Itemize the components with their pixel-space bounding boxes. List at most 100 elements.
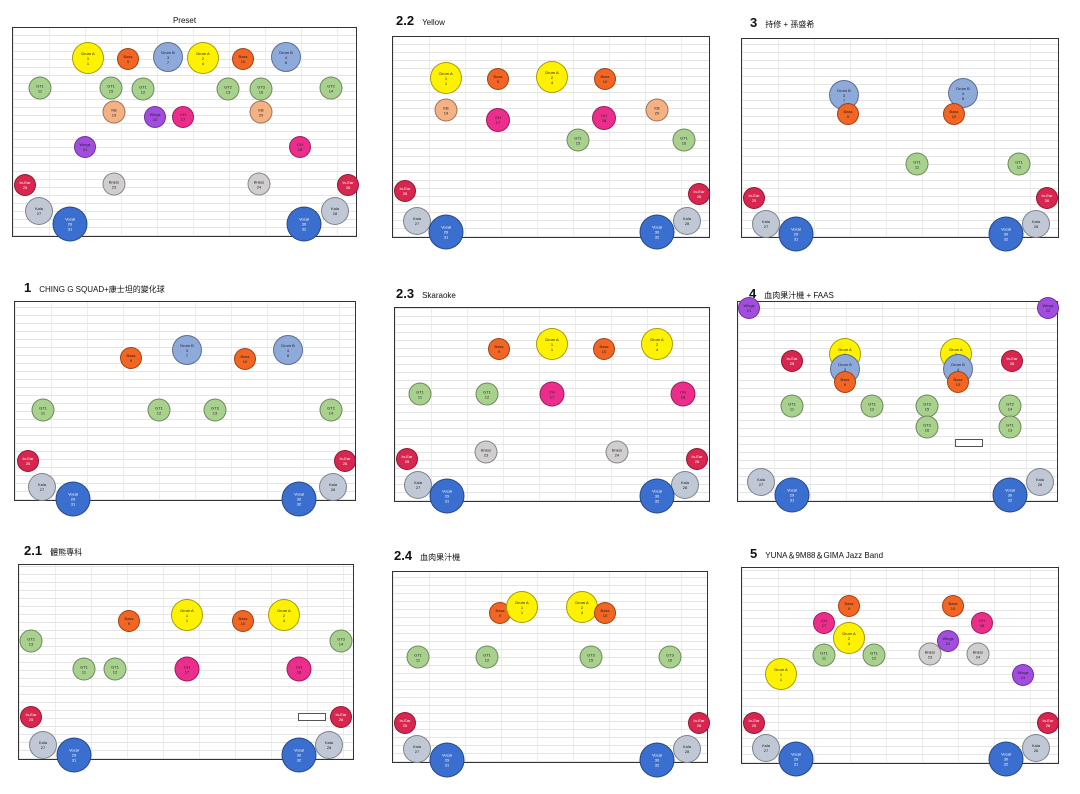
marker-label: GT1	[483, 652, 491, 657]
position-marker-gt1: GT1 11	[28, 76, 52, 100]
marker-label: 11	[415, 657, 421, 662]
marker-label: 25	[751, 723, 757, 728]
marker-label: 18	[979, 623, 985, 628]
panel-title: 4 血肉果汁機 + FAAS	[749, 285, 1069, 303]
marker-label: 11	[37, 88, 43, 93]
position-marker-bass: Bass 9	[837, 103, 859, 125]
marker-label: GT2	[327, 83, 335, 88]
marker-label: 13	[28, 641, 34, 646]
marker-label: 13	[1007, 427, 1013, 432]
position-marker-vocal: Vocal 29 31	[55, 481, 91, 517]
position-marker-bass: Bass 10	[594, 602, 616, 624]
position-marker-inear: In-Ear 26	[330, 706, 352, 728]
position-marker-gt1: GT1 11	[905, 152, 929, 176]
marker-label: Kala	[682, 216, 691, 221]
position-marker-ch: CH 18	[971, 612, 993, 634]
stage-area: Drum A 1 1 Bass 9 Drum B 3 7 Drum A 2 4 Bass 10 Drum …	[12, 27, 359, 242]
position-marker-kb: KB 19	[434, 98, 458, 122]
marker-label: In-Ear	[22, 456, 34, 461]
position-marker-bass: Bass 10	[234, 348, 256, 370]
marker-label: Bass	[124, 616, 134, 621]
marker-label: Kala	[1035, 477, 1044, 482]
marker-label: GT2	[224, 84, 232, 89]
marker-label: 28	[1033, 748, 1039, 753]
marker-label: 19	[111, 112, 117, 117]
marker-label: 16	[258, 89, 264, 94]
marker-label: Drum A	[774, 666, 788, 672]
marker-label: Drum A	[650, 336, 664, 342]
marker-label: 27	[763, 224, 769, 229]
marker-label: 16	[681, 140, 687, 145]
marker-label: 12	[869, 406, 875, 411]
marker-label: 29	[70, 496, 76, 502]
marker-label: 25	[22, 185, 28, 190]
position-marker-gt1: GT1 12	[103, 657, 127, 681]
marker-label: In-Ear	[1042, 718, 1054, 723]
marker-label: 28	[684, 221, 690, 226]
marker-label: 32	[1007, 497, 1013, 503]
marker-label: Drum A	[545, 336, 559, 342]
marker-label: 1	[550, 346, 554, 352]
marker-label: Bass	[844, 601, 854, 606]
marker-label: 30	[296, 752, 302, 758]
marker-label: 29	[444, 757, 450, 763]
marker-label: 22	[945, 641, 951, 646]
position-marker-kala: Kala 28	[315, 731, 343, 759]
marker-label: GT1	[870, 650, 878, 655]
marker-label: Vocal	[652, 752, 662, 758]
marker-label: Vocal	[65, 216, 75, 222]
marker-label: 8	[961, 95, 965, 101]
position-marker-kala: Kala 27	[25, 197, 53, 225]
position-marker-gt1: GT1 11	[408, 382, 432, 406]
position-marker-gt3: GT3 14	[329, 629, 353, 653]
marker-label: 4	[580, 609, 584, 615]
position-marker-gt1: GT1 12	[1007, 152, 1031, 176]
panel-number: 2.3	[396, 286, 415, 301]
marker-label: 26	[696, 723, 702, 728]
marker-label: 14	[1007, 406, 1013, 411]
marker-label: 15	[575, 140, 581, 145]
marker-label: In-Ear	[19, 180, 31, 185]
marker-label: 29	[443, 229, 449, 235]
position-marker-wings: Wings 21	[74, 136, 96, 158]
marker-label: GT2	[327, 405, 335, 410]
marker-label: GT3	[337, 636, 345, 641]
marker-label: 12	[140, 89, 146, 94]
position-marker-inear: In-Ear 25	[394, 712, 416, 734]
marker-label: Vocal	[69, 747, 79, 753]
position-marker-kala: Kala 27	[752, 734, 780, 762]
marker-label: Vocal	[787, 487, 797, 493]
marker-label: 25	[789, 361, 795, 366]
marker-label: 16	[924, 427, 930, 432]
marker-label: GT3	[587, 652, 595, 657]
position-marker-kala: Kala 27	[403, 207, 431, 235]
marker-label: Brass	[108, 179, 120, 184]
marker-label: 2	[847, 635, 851, 641]
marker-label: GT3	[211, 405, 219, 410]
marker-label: Brass	[480, 447, 492, 452]
marker-label: Drum B	[161, 49, 175, 55]
marker-label: Bass	[238, 54, 248, 59]
marker-label: 1	[550, 341, 554, 347]
marker-label: 30	[654, 493, 660, 499]
marker-label: Kala	[34, 206, 43, 211]
marker-label: Vocal	[442, 752, 452, 758]
position-marker-vocal: Vocal 30 32	[281, 737, 317, 773]
marker-label: 1	[86, 60, 90, 66]
position-marker-ch: CH 17	[486, 108, 510, 132]
position-marker-inear: In-Ear 25	[17, 450, 39, 472]
position-marker-gt1: GT1 12	[862, 643, 886, 667]
marker-label: 32	[296, 757, 302, 763]
marker-label: GT3	[666, 652, 674, 657]
position-marker-bass: Bass 10	[232, 48, 254, 70]
marker-label: 25	[402, 723, 408, 728]
marker-label: 11	[789, 406, 795, 411]
marker-label: Bass	[949, 109, 959, 114]
marker-label: Bass	[238, 616, 248, 621]
position-marker-vocal: Vocal 29 31	[429, 742, 465, 778]
marker-label: Drum A	[439, 70, 453, 76]
position-marker-gt1: GT1 11	[31, 398, 55, 422]
position-marker-vocal: Vocal 29 31	[774, 477, 810, 513]
